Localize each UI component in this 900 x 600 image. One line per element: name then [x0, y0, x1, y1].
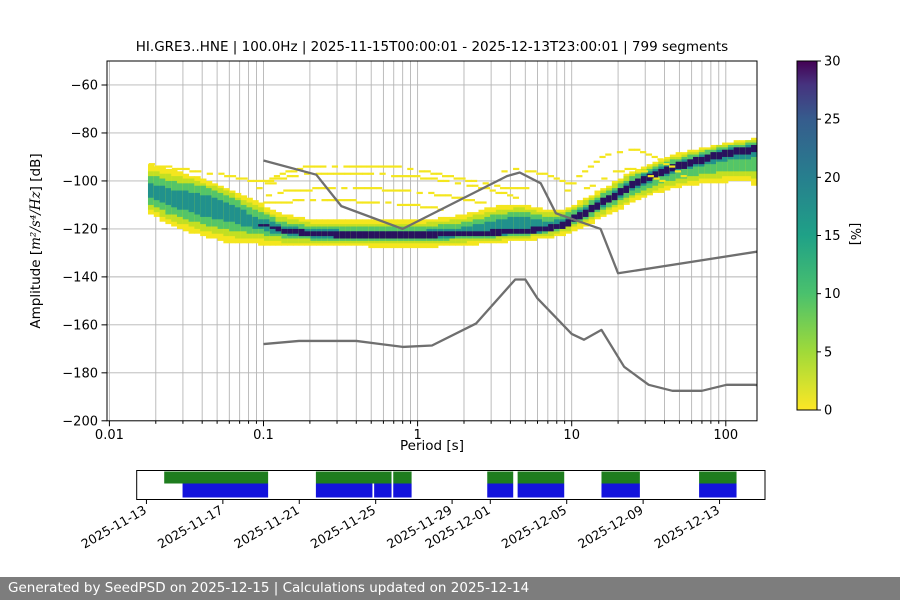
availability-date-label: 2025-11-21	[231, 502, 301, 551]
svg-text:−60: −60	[71, 78, 98, 93]
colorbar	[797, 61, 817, 410]
svg-text:−180: −180	[62, 366, 98, 381]
svg-text:−160: −160	[62, 318, 98, 333]
svg-text:25: 25	[824, 113, 841, 128]
availability-blue-segment	[699, 483, 737, 498]
svg-text:15: 15	[824, 229, 841, 244]
svg-text:10: 10	[563, 428, 580, 443]
svg-text:30: 30	[824, 55, 841, 70]
noise-model-nlnm	[263, 278, 757, 392]
availability-date-label: 2025-12-05	[499, 502, 569, 551]
svg-text:0.01: 0.01	[95, 428, 124, 443]
svg-text:−80: −80	[71, 126, 98, 141]
availability-green-segment	[315, 471, 392, 484]
svg-text:0.1: 0.1	[253, 428, 274, 443]
availability-blue-segment	[487, 483, 514, 498]
svg-text:10: 10	[824, 287, 841, 302]
availability-blue-segment	[374, 483, 392, 498]
colorbar-label: [%]	[847, 222, 862, 246]
availability-date-label: 2025-11-25	[308, 502, 378, 551]
svg-text:5: 5	[824, 345, 832, 360]
availability-green-segment	[487, 471, 514, 484]
svg-text:−100: −100	[62, 174, 98, 189]
availability-green-segment	[393, 471, 412, 484]
availability-green-segment	[601, 471, 640, 484]
availability-blue-segment	[393, 483, 412, 498]
svg-text:0: 0	[824, 404, 832, 419]
availability-date-label: 2025-12-09	[575, 502, 645, 551]
y-axis-label-units: m²/s⁴/Hz	[28, 191, 44, 250]
y-axis-label-suffix: ] [dB]	[28, 153, 44, 192]
footer-bar: Generated by SeedPSD on 2025-12-15 | Cal…	[0, 577, 900, 600]
availability-date-label: 2025-11-17	[155, 502, 225, 551]
svg-text:−120: −120	[62, 222, 98, 237]
availability-date-label: 2025-11-13	[79, 502, 149, 551]
availability-green-segment	[699, 471, 737, 484]
svg-text:1: 1	[413, 428, 421, 443]
availability-bar: 2025-11-13 2025-11-17 2025-11-21 2025-11-25…	[79, 470, 766, 551]
availability-blue-segment	[315, 483, 373, 498]
availability-blue-segment	[601, 483, 640, 498]
svg-text:−140: −140	[62, 270, 98, 285]
chart-title: HI.GRE3..HNE | 100.0Hz | 2025-11-15T00:0…	[135, 39, 729, 55]
ppsd-chart-canvas: 0.01 0.1 1 10 100−60−80−100−120−140−160−180−…	[62, 55, 841, 552]
footer-text: Generated by SeedPSD on 2025-12-15 | Cal…	[8, 580, 530, 596]
availability-blue-segment	[182, 483, 269, 498]
svg-text:−200: −200	[62, 414, 98, 429]
y-axis-label-prefix: Amplitude [	[28, 249, 44, 329]
availability-green-segment	[164, 471, 269, 484]
availability-date-label: 2025-12-13	[652, 502, 722, 551]
svg-text:100: 100	[713, 428, 738, 443]
availability-blue-segment	[517, 483, 565, 498]
noise-model-nhnm	[263, 159, 757, 275]
y-axis-label: Amplitude [m²/s⁴/Hz] [dB]	[28, 111, 46, 371]
x-axis-label: Period [s]	[400, 438, 464, 454]
svg-text:20: 20	[824, 171, 841, 186]
availability-green-segment	[517, 471, 565, 484]
